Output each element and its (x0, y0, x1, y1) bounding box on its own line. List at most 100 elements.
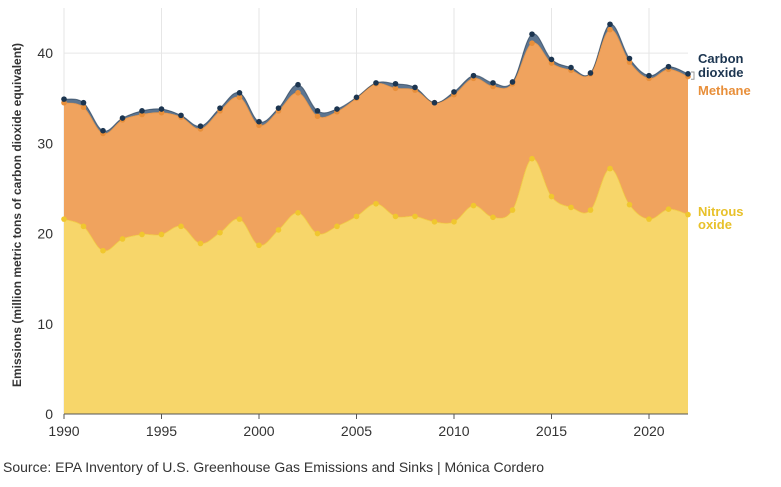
point-nitrous-oxide (197, 240, 204, 247)
point-carbon-dioxide (236, 90, 243, 96)
emissions-area-chart: 1990 1995 2000 2005 2010 2015 2020 0 10 20 30 40 Ca… (10, 8, 751, 439)
point-nitrous-oxide (314, 230, 321, 237)
point-carbon-dioxide (256, 118, 262, 125)
point-nitrous-oxide (685, 211, 691, 218)
point-nitrous-oxide (119, 236, 126, 242)
point-carbon-dioxide (80, 99, 87, 106)
point-nitrous-oxide (529, 155, 535, 162)
series-label-nitrous-oxide: Nitrous (698, 204, 744, 219)
series-label-nitrous-oxide: oxide (698, 217, 732, 232)
point-carbon-dioxide (217, 105, 223, 111)
point-carbon-dioxide (490, 80, 496, 86)
point-methane (80, 104, 87, 111)
point-carbon-dioxide (646, 72, 652, 79)
point-nitrous-oxide (217, 229, 223, 236)
x-tick-label: 2000 (243, 423, 274, 439)
x-tick-label: 2020 (633, 423, 664, 439)
point-nitrous-oxide (451, 219, 457, 225)
series-label-carbon-dioxide: dioxide (698, 65, 744, 80)
x-tick-label: 1990 (48, 423, 79, 439)
point-methane (607, 26, 613, 33)
source-note: Source: EPA Inventory of U.S. Greenhouse… (3, 459, 545, 475)
point-nitrous-oxide (548, 193, 555, 200)
point-carbon-dioxide (509, 79, 516, 85)
point-nitrous-oxide (373, 200, 379, 207)
series-label-carbon-dioxide: Carbon (698, 51, 744, 66)
x-tick-label: 2010 (438, 423, 469, 439)
point-carbon-dioxide (139, 108, 145, 114)
series-points (61, 21, 691, 254)
point-carbon-dioxide (626, 55, 633, 62)
point-carbon-dioxide (334, 106, 340, 112)
point-carbon-dioxide (607, 21, 613, 28)
y-tick-label: 20 (37, 226, 53, 242)
point-carbon-dioxide (353, 94, 360, 101)
point-carbon-dioxide (548, 56, 555, 63)
point-nitrous-oxide (412, 213, 418, 220)
point-carbon-dioxide (431, 99, 438, 106)
point-carbon-dioxide (451, 89, 457, 95)
point-nitrous-oxide (295, 210, 301, 216)
axes: 1990 1995 2000 2005 2010 2015 2020 0 10 20 30 40 (37, 45, 688, 439)
point-carbon-dioxide (61, 96, 67, 102)
x-tick-label: 2015 (536, 423, 567, 439)
point-nitrous-oxide (256, 242, 262, 249)
point-nitrous-oxide (568, 204, 574, 211)
x-tick-label: 2005 (341, 423, 372, 439)
point-nitrous-oxide (470, 202, 477, 209)
point-carbon-dioxide (587, 70, 594, 76)
point-nitrous-oxide (178, 223, 184, 230)
point-carbon-dioxide (197, 123, 204, 129)
area-nitrous-oxide (64, 158, 688, 414)
point-nitrous-oxide (490, 214, 496, 221)
point-nitrous-oxide (431, 219, 438, 225)
point-carbon-dioxide (665, 63, 672, 70)
point-carbon-dioxide (529, 31, 535, 37)
point-nitrous-oxide (236, 216, 243, 222)
point-methane (392, 85, 399, 92)
point-nitrous-oxide (587, 207, 594, 213)
point-nitrous-oxide (509, 207, 516, 213)
point-nitrous-oxide (646, 216, 652, 222)
point-carbon-dioxide (119, 115, 126, 121)
point-carbon-dioxide (158, 106, 165, 112)
point-carbon-dioxide (373, 80, 379, 86)
point-nitrous-oxide (80, 223, 87, 230)
point-methane (236, 94, 243, 101)
carbon-dioxide-bracket (691, 71, 695, 80)
point-carbon-dioxide (412, 84, 418, 91)
point-carbon-dioxide (568, 64, 574, 71)
point-nitrous-oxide (626, 201, 633, 208)
series-areas (64, 24, 688, 414)
point-carbon-dioxide (470, 72, 477, 79)
point-carbon-dioxide (295, 81, 301, 88)
point-carbon-dioxide (314, 108, 321, 114)
area-methane (64, 29, 688, 252)
point-methane (314, 113, 321, 120)
y-tick-label: 40 (37, 45, 53, 61)
point-carbon-dioxide (100, 127, 106, 134)
point-nitrous-oxide (607, 165, 613, 172)
y-tick-label: 10 (37, 316, 53, 332)
point-nitrous-oxide (158, 231, 165, 238)
point-nitrous-oxide (100, 247, 106, 254)
point-methane (529, 40, 535, 46)
point-carbon-dioxide (685, 71, 691, 77)
point-nitrous-oxide (139, 231, 145, 238)
y-tick-label: 30 (37, 135, 53, 151)
x-tick-label: 1995 (146, 423, 177, 439)
point-nitrous-oxide (275, 227, 282, 233)
point-nitrous-oxide (353, 213, 360, 220)
point-nitrous-oxide (665, 206, 672, 212)
point-methane (295, 90, 301, 96)
point-carbon-dioxide (392, 80, 399, 87)
point-carbon-dioxide (275, 105, 282, 111)
y-tick-label: 0 (45, 406, 53, 422)
point-nitrous-oxide (334, 223, 340, 230)
point-nitrous-oxide (392, 213, 399, 220)
point-nitrous-oxide (61, 216, 67, 222)
y-axis-title: Emissions (million metric tons of carbon… (10, 43, 24, 387)
point-carbon-dioxide (178, 112, 184, 119)
